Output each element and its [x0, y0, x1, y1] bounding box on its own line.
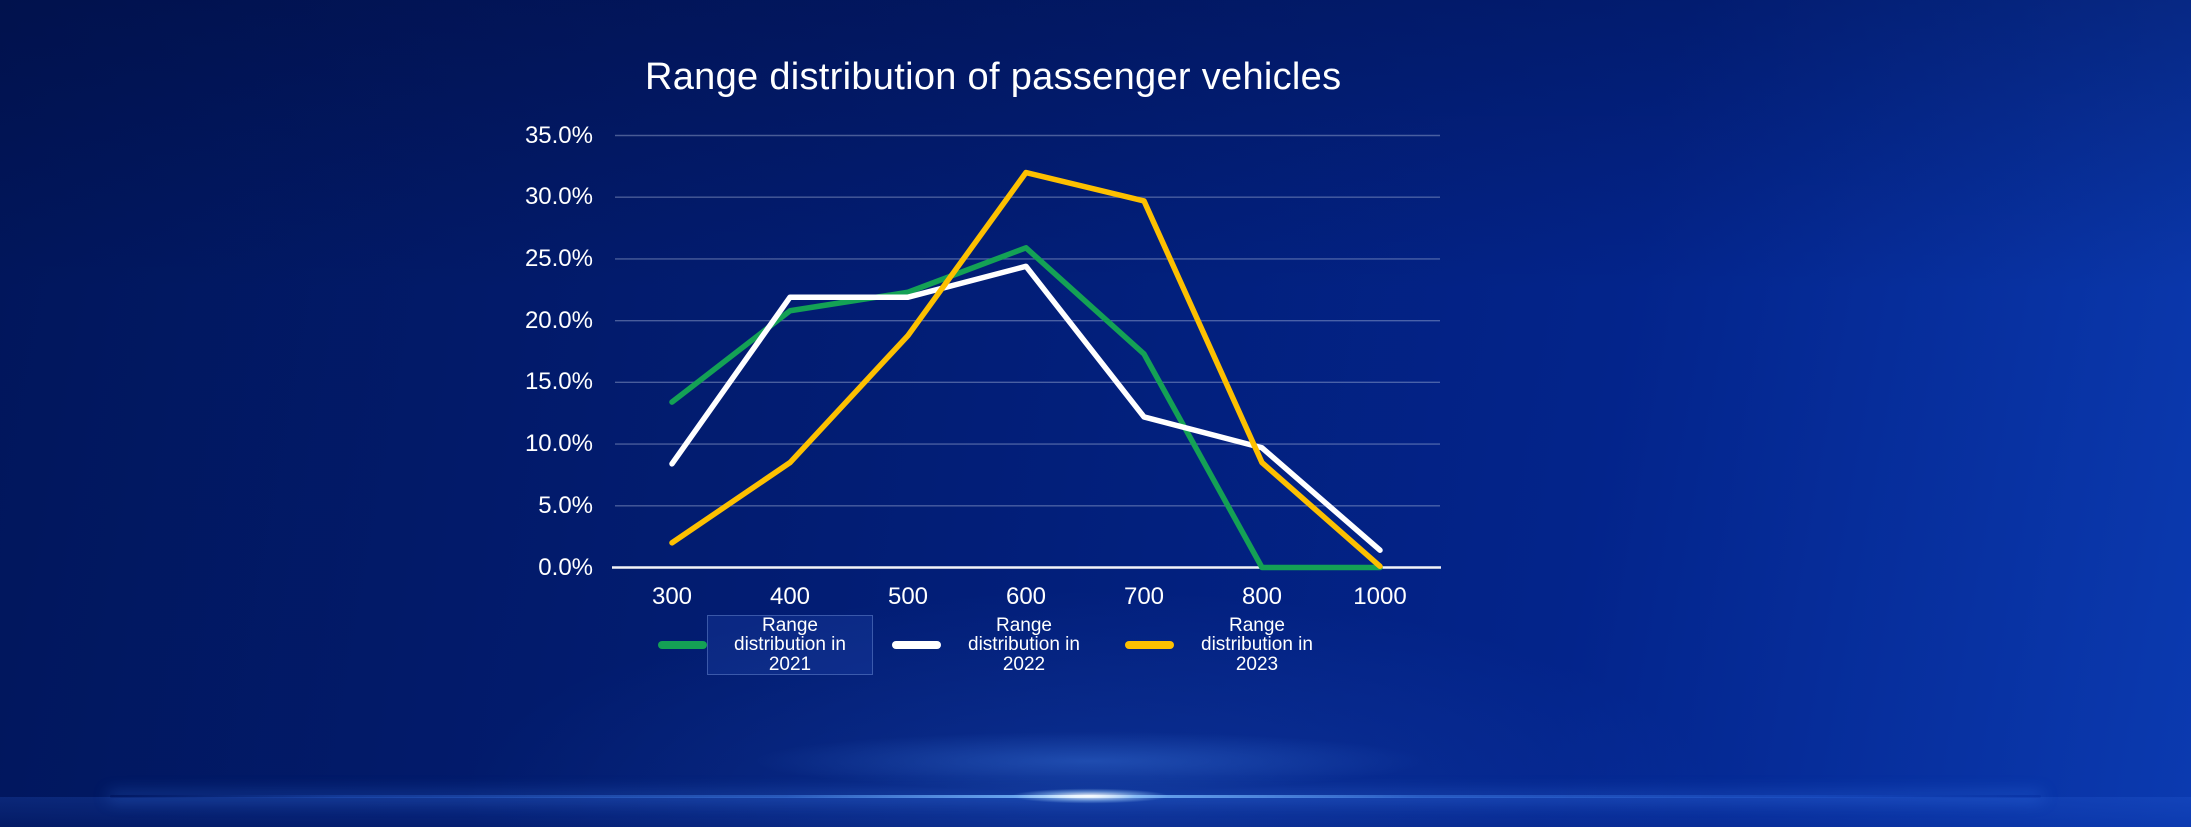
x-tick-label: 400	[769, 583, 811, 610]
x-tick-label: 1000	[1353, 583, 1407, 610]
y-tick-label: 30.0%	[524, 183, 593, 211]
legend-label-2022: Range distribution in 2022	[968, 614, 1080, 675]
y-tick-label: 0.0%	[538, 553, 593, 581]
x-tick-label: 700	[1123, 583, 1165, 610]
x-tick-label: 600	[1005, 583, 1047, 610]
legend-item-2021[interactable]: Range distribution in 2021	[658, 612, 873, 678]
legend-swatch-2023-line	[1125, 641, 1174, 649]
legend-swatch-2022-line	[892, 641, 941, 649]
legend-label-2021: Range distribution in 2021	[707, 615, 873, 675]
y-tick-label: 15.0%	[524, 368, 593, 396]
y-tick-label: 25.0%	[524, 244, 593, 272]
legend-swatch-2021-line	[658, 641, 707, 649]
x-tick-label: 800	[1241, 583, 1283, 610]
legend-item-2023[interactable]: Range distribution in 2023	[1125, 612, 1340, 678]
y-tick-label: 10.0%	[524, 430, 593, 458]
x-tick-label: 300	[651, 583, 693, 610]
y-tick-label: 5.0%	[538, 491, 593, 519]
chart-title: Range distribution of passenger vehicles	[645, 56, 1342, 98]
legend-item-2022[interactable]: Range distribution in 2022	[892, 612, 1107, 678]
legend-label-2023: Range distribution in 2023	[1201, 614, 1313, 675]
x-tick-label: 500	[887, 583, 929, 610]
y-tick-label: 20.0%	[524, 306, 593, 334]
y-tick-label: 35.0%	[524, 121, 593, 149]
